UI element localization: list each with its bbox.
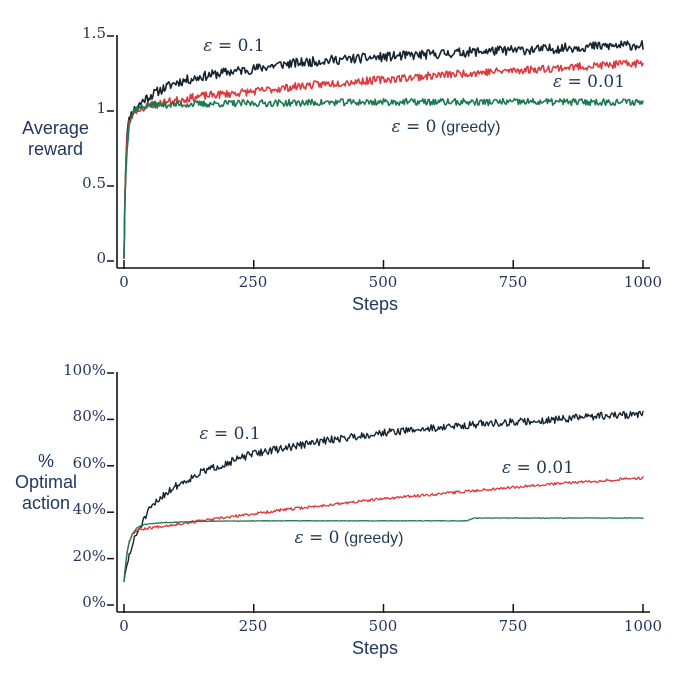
- y-axis-title-line: Optimal: [14, 472, 77, 492]
- curve-label-greedy: ε = 0 (greedy): [391, 117, 501, 137]
- y-axis-title-line: Average: [22, 118, 89, 138]
- epsilon-symbol: ε: [552, 72, 563, 92]
- y-tick-label: 20%: [72, 547, 106, 565]
- epsilon-symbol: ε: [294, 528, 304, 548]
- bottom-x-axis-title: Steps: [351, 638, 399, 658]
- y-axis-title-line: action: [21, 493, 71, 513]
- y-tick-label: 80%: [72, 407, 106, 425]
- y-axis-title-line: reward: [27, 139, 84, 159]
- y-tick-label: 1.5: [82, 24, 106, 42]
- y-tick-label: 60%: [72, 454, 106, 472]
- epsilon-symbol: ε: [199, 424, 209, 444]
- x-tick-label: 0: [119, 617, 129, 635]
- x-tick-label: 0: [119, 273, 129, 291]
- top-x-axis-title: Steps: [351, 294, 399, 314]
- bottom-y-axis-title: % Optimal action: [0, 451, 92, 514]
- y-tick-label: 0%: [82, 593, 106, 611]
- y-tick-label: 0.5: [82, 174, 106, 192]
- x-tick-label: 750: [498, 273, 528, 291]
- curve-label-eps-0.1: ε = 0.1: [203, 36, 265, 56]
- x-tick-label: 750: [498, 617, 528, 635]
- y-tick-label: 40%: [72, 500, 106, 518]
- epsilon-symbol: ε: [203, 36, 213, 56]
- curve-label-eps-0.01: ε = 0.01: [501, 458, 575, 478]
- top-y-axis-title: Average reward: [8, 118, 103, 160]
- x-tick-label: 500: [368, 617, 398, 635]
- x-tick-label: 250: [238, 273, 268, 291]
- x-tick-label: 1000: [623, 273, 663, 291]
- x-tick-label: 1000: [623, 617, 663, 635]
- y-tick-label: 1: [96, 99, 106, 117]
- curve-label-eps-0.01: ε = 0.01: [552, 72, 626, 92]
- epsilon-symbol: ε: [501, 458, 512, 478]
- x-tick-label: 500: [368, 273, 398, 291]
- curve-label-greedy: ε = 0 (greedy): [294, 528, 404, 548]
- y-tick-label: 100%: [63, 361, 106, 379]
- epsilon-symbol: ε: [391, 117, 401, 137]
- curve-label-eps-0.1: ε = 0.1: [199, 424, 261, 444]
- y-axis-title-line: %: [37, 451, 54, 471]
- y-tick-label: 0: [96, 249, 106, 267]
- x-tick-label: 250: [238, 617, 268, 635]
